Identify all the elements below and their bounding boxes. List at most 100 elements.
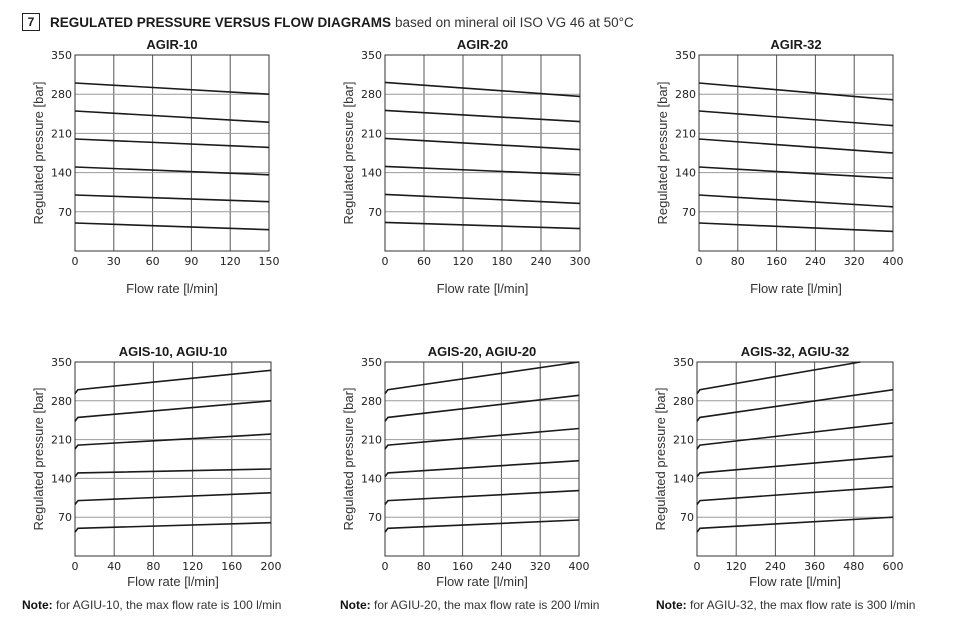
- x-tick-label: 0: [72, 560, 79, 573]
- x-axis-label: Flow rate [l/min]: [126, 281, 218, 296]
- x-tick-label: 480: [843, 560, 864, 573]
- pressure-curve: [74, 369, 272, 395]
- note-label: Note:: [340, 598, 371, 612]
- plot-frame: [384, 54, 581, 252]
- chart-plot: 0 80 160 240 320 400 70 140 210 280 350 Flow rate […: [341, 356, 590, 589]
- x-tick-label: 300: [570, 255, 591, 268]
- y-tick-label: 210: [51, 127, 72, 140]
- pressure-curve: [74, 138, 270, 149]
- chart-title: AGIR-20: [456, 37, 509, 52]
- x-tick-label: 240: [805, 255, 826, 268]
- pressure-curve: [698, 222, 894, 233]
- note-agiu-32: Note: for AGIU-32, the max flow rate is …: [656, 598, 915, 612]
- x-axis-label: Flow rate [l/min]: [127, 574, 219, 589]
- y-tick-label: 210: [361, 127, 382, 140]
- pressure-curve: [698, 194, 894, 208]
- pressure-curve: [698, 166, 894, 179]
- chart-title: AGIS-10, AGIU-10: [118, 344, 228, 359]
- pressure-curve: [384, 137, 581, 151]
- x-tick-label: 90: [184, 255, 198, 268]
- note-text: for AGIU-10, the max flow rate is 100 l/…: [52, 598, 282, 612]
- x-tick-label: 160: [766, 255, 787, 268]
- x-tick-label: 40: [107, 560, 121, 573]
- chart-agis-20-agiu-20: AGIS-20, AGIU-20 0 80 160 240 320 400 70 140 210 2…: [310, 340, 610, 596]
- pressure-curve: [74, 166, 270, 176]
- x-tick-label: 360: [804, 560, 825, 573]
- x-tick-label: 0: [382, 255, 389, 268]
- y-tick-label: 140: [673, 472, 694, 485]
- plot-frame: [698, 54, 894, 252]
- y-axis-label: Regulated pressure [bar]: [341, 387, 356, 530]
- y-tick-label: 350: [361, 356, 382, 369]
- y-tick-label: 350: [51, 356, 72, 369]
- pressure-curve: [74, 433, 272, 450]
- x-tick-label: 160: [452, 560, 473, 573]
- chart-agir-10: AGIR-10 0 30 60 90 120 150 70 140 210 280 350 Flow r…: [0, 36, 300, 306]
- y-tick-label: 140: [361, 472, 382, 485]
- note-text: for AGIU-20, the max flow rate is 200 l/…: [370, 598, 600, 612]
- y-tick-label: 70: [368, 511, 382, 524]
- y-tick-label: 70: [368, 206, 382, 219]
- pressure-curve: [74, 492, 272, 505]
- x-tick-label: 240: [491, 560, 512, 573]
- y-tick-label: 280: [673, 395, 694, 408]
- x-tick-label: 320: [844, 255, 865, 268]
- y-tick-label: 350: [51, 49, 72, 62]
- y-tick-label: 70: [58, 206, 72, 219]
- y-tick-label: 280: [51, 88, 72, 101]
- pressure-curve: [384, 109, 581, 123]
- y-tick-label: 140: [361, 167, 382, 180]
- chart-agis-10-agiu-10: AGIS-10, AGIU-10 0 40 80 120 160 200 70 140 210 28…: [0, 340, 300, 596]
- x-tick-label: 120: [220, 255, 241, 268]
- x-tick-label: 240: [531, 255, 552, 268]
- y-tick-label: 210: [51, 434, 72, 447]
- pressure-curve: [698, 110, 894, 127]
- x-tick-label: 0: [696, 255, 703, 268]
- y-tick-label: 70: [680, 511, 694, 524]
- pressure-curve: [698, 138, 894, 154]
- y-tick-label: 210: [673, 434, 694, 447]
- plot-frame: [384, 361, 580, 557]
- y-tick-label: 350: [673, 356, 694, 369]
- section-subtitle: based on mineral oil ISO VG 46 at 50°C: [395, 14, 634, 30]
- note-agiu-10: Note: for AGIU-10, the max flow rate is …: [22, 598, 281, 612]
- pressure-curve: [74, 222, 270, 231]
- y-tick-label: 70: [58, 511, 72, 524]
- x-tick-label: 600: [883, 560, 904, 573]
- y-tick-label: 70: [682, 206, 696, 219]
- note-label: Note:: [22, 598, 53, 612]
- note-agiu-20: Note: for AGIU-20, the max flow rate is …: [340, 598, 599, 612]
- plot-frame: [74, 54, 270, 252]
- x-tick-label: 0: [72, 255, 79, 268]
- pressure-curve: [698, 82, 894, 101]
- pressure-curve: [696, 485, 894, 505]
- x-tick-label: 80: [417, 560, 431, 573]
- pressure-curve: [384, 221, 581, 230]
- x-tick-label: 120: [726, 560, 747, 573]
- x-axis-label: Flow rate [l/min]: [437, 281, 529, 296]
- pressure-curve: [74, 468, 272, 478]
- x-axis-label: Flow rate [l/min]: [749, 574, 841, 589]
- x-tick-label: 400: [569, 560, 590, 573]
- y-tick-label: 280: [361, 88, 382, 101]
- pressure-curve: [384, 489, 580, 505]
- y-axis-label: Regulated pressure [bar]: [31, 387, 46, 530]
- note-label: Note:: [656, 598, 687, 612]
- chart-plot: 0 60 120 180 240 300 70 140 210 280 350 Flow rate […: [341, 49, 591, 296]
- pressure-curve: [696, 361, 861, 395]
- x-tick-label: 0: [382, 560, 389, 573]
- y-tick-label: 350: [361, 49, 382, 62]
- y-tick-label: 140: [675, 167, 696, 180]
- pressure-curve: [384, 427, 580, 450]
- x-tick-label: 150: [259, 255, 280, 268]
- pressure-curve: [384, 519, 580, 533]
- note-text: for AGIU-32, the max flow rate is 300 l/…: [686, 598, 916, 612]
- chart-plot: 0 120 240 360 480 600 70 140 210 280 350 Flow rate …: [653, 356, 904, 589]
- section-title: REGULATED PRESSURE VERSUS FLOW DIAGRAMS: [50, 14, 392, 30]
- pressure-curve: [384, 81, 581, 98]
- x-tick-label: 30: [107, 255, 121, 268]
- y-axis-label: Regulated pressure [bar]: [655, 81, 670, 224]
- x-tick-label: 80: [731, 255, 745, 268]
- plot-frame: [74, 361, 272, 557]
- pressure-curve: [384, 361, 580, 395]
